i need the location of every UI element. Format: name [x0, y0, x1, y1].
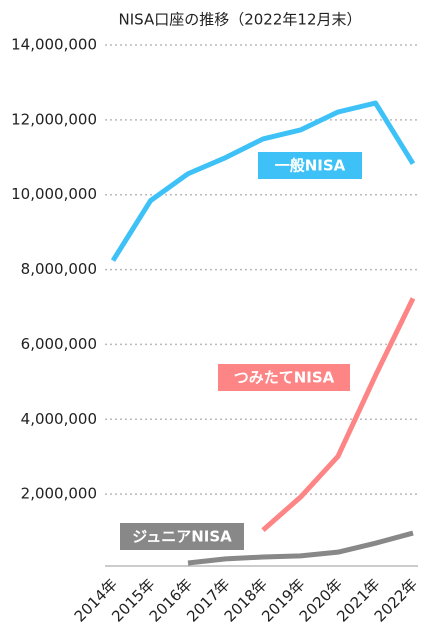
y-tick-label: 8,000,000	[21, 260, 97, 278]
legend-box	[258, 152, 362, 179]
y-tick-label: 10,000,000	[11, 185, 97, 203]
chart-title: NISA口座の推移（2022年12月末）	[119, 11, 362, 29]
y-tick-label: 14,000,000	[11, 36, 97, 54]
legend-box	[218, 364, 350, 391]
y-tick-label: 4,000,000	[21, 410, 97, 428]
y-tick-label: 12,000,000	[11, 110, 97, 128]
y-tick-label: 6,000,000	[21, 335, 97, 353]
series-line	[187, 530, 414, 566]
legend-text: つみたてNISA	[234, 369, 335, 387]
series-line	[110, 100, 416, 262]
series-line	[261, 297, 416, 532]
y-tick-label: 2,000,000	[21, 485, 97, 503]
legend-box	[120, 523, 244, 550]
legend-text: 一般NISA	[275, 157, 346, 175]
legend-text: ジュニアNISA	[132, 528, 232, 546]
